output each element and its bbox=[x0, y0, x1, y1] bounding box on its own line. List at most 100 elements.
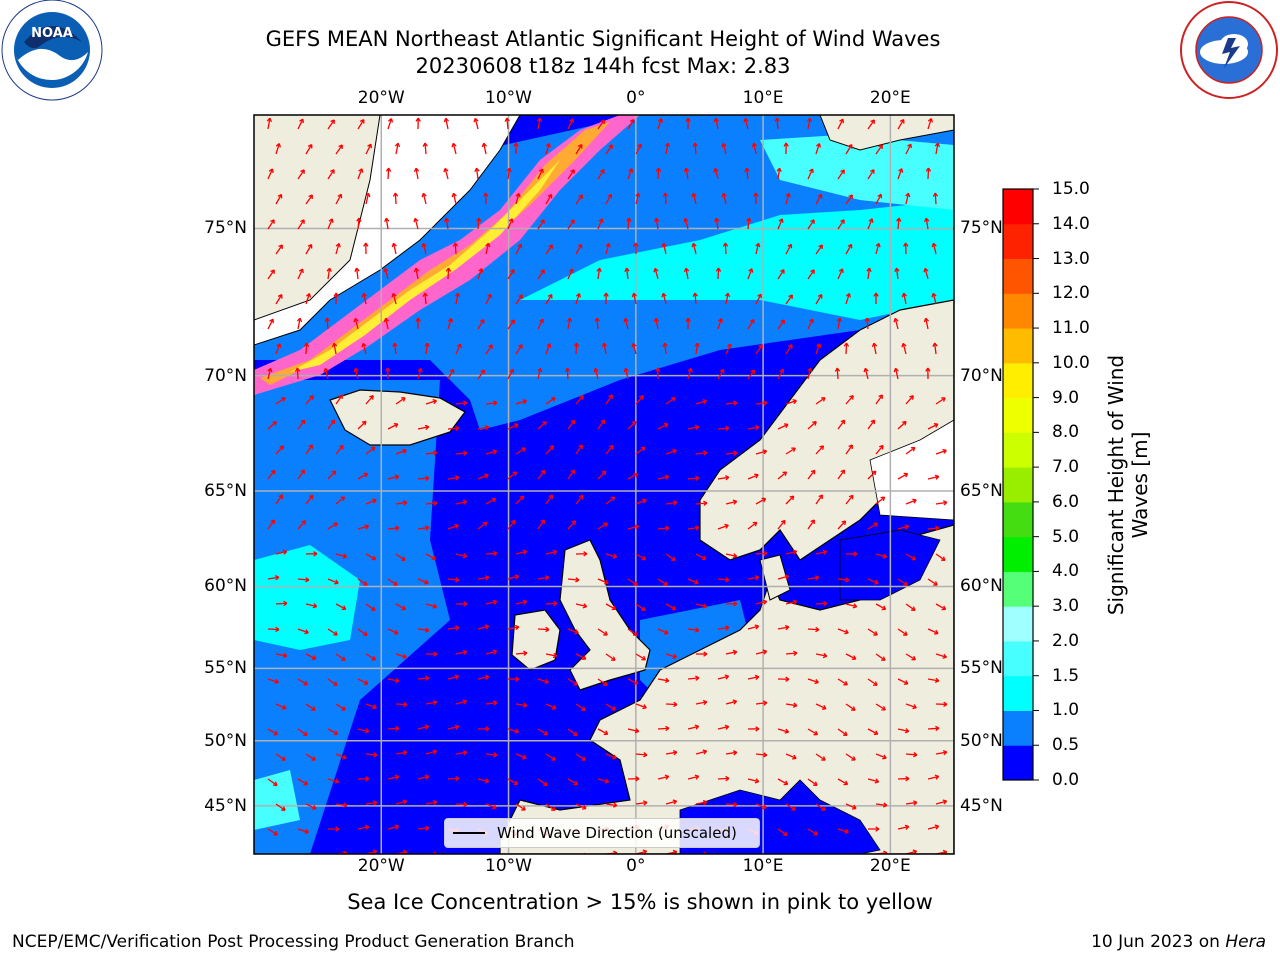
wave-direction-arrow bbox=[662, 342, 668, 355]
wave-band-high-southwest bbox=[254, 545, 360, 650]
wave-direction-arrow bbox=[357, 168, 364, 180]
wave-direction-arrow bbox=[485, 400, 498, 406]
wave-direction-arrow bbox=[275, 397, 286, 405]
wave-direction-arrow bbox=[323, 367, 329, 380]
wave-direction-arrow bbox=[901, 342, 907, 355]
wave-direction-arrow bbox=[361, 342, 367, 355]
wave-direction-arrow bbox=[575, 494, 584, 505]
wave-direction-arrow bbox=[537, 219, 545, 230]
wave-direction-arrow bbox=[901, 292, 907, 305]
wave-direction-arrow bbox=[845, 551, 858, 557]
wave-direction-arrow bbox=[837, 118, 844, 130]
wave-direction-arrow bbox=[815, 244, 823, 255]
wave-direction-arrow bbox=[365, 703, 377, 710]
wave-direction-arrow bbox=[333, 292, 339, 305]
wave-direction-arrow bbox=[266, 117, 273, 130]
wave-direction-arrow bbox=[713, 167, 719, 180]
wave-direction-arrow bbox=[653, 267, 659, 280]
wave-direction-arrow bbox=[417, 475, 430, 481]
wave-direction-arrow bbox=[717, 625, 730, 631]
wave-direction-arrow bbox=[837, 728, 848, 736]
wave-direction-arrow bbox=[485, 242, 491, 255]
wave-direction-arrow bbox=[635, 653, 646, 661]
wave-direction-arrow bbox=[485, 344, 493, 355]
wave-direction-arrow bbox=[935, 701, 948, 708]
wave-direction-arrow bbox=[905, 143, 912, 155]
wave-direction-arrow bbox=[481, 142, 487, 155]
wave-direction-arrow bbox=[687, 774, 700, 780]
wave-direction-arrow bbox=[605, 703, 616, 711]
wave-direction-arrow bbox=[356, 217, 362, 230]
wave-direction-arrow bbox=[515, 495, 525, 505]
wave-direction-arrow bbox=[275, 753, 286, 761]
wave-direction-arrow bbox=[335, 553, 348, 559]
wave-direction-arrow bbox=[297, 678, 308, 686]
wave-direction-arrow bbox=[747, 319, 755, 330]
wave-direction-arrow bbox=[836, 317, 843, 330]
wave-direction-arrow bbox=[477, 521, 488, 530]
wave-direction-arrow bbox=[445, 267, 452, 280]
colorbar-segment bbox=[1003, 640, 1033, 677]
wave-direction-arrow bbox=[421, 242, 427, 255]
wave-direction-arrow bbox=[455, 553, 468, 559]
wave-direction-arrow bbox=[573, 342, 580, 355]
wave-direction-arrow bbox=[447, 523, 459, 530]
wave-direction-arrow bbox=[867, 419, 876, 430]
wave-direction-arrow bbox=[815, 494, 824, 505]
wave-direction-arrow bbox=[631, 292, 637, 305]
wave-direction-arrow bbox=[725, 400, 738, 406]
wave-direction-arrow bbox=[815, 143, 822, 155]
wave-direction-arrow bbox=[683, 167, 690, 180]
wave-direction-arrow bbox=[746, 217, 752, 230]
wave-direction-arrow bbox=[747, 674, 760, 681]
wave-direction-arrow bbox=[685, 117, 691, 130]
wave-direction-arrow bbox=[515, 294, 523, 305]
wave-direction-arrow bbox=[365, 192, 371, 205]
wave-direction-arrow bbox=[724, 292, 731, 305]
wave-direction-arrow bbox=[567, 628, 579, 635]
wave-direction-arrow bbox=[455, 343, 462, 355]
wave-direction-arrow bbox=[755, 550, 768, 557]
wave-direction-arrow bbox=[515, 399, 527, 405]
wave-direction-arrow bbox=[807, 367, 813, 380]
wave-direction-arrow bbox=[695, 399, 707, 405]
wave-direction-arrow bbox=[305, 143, 313, 155]
wave-direction-arrow bbox=[717, 523, 729, 530]
wave-direction-arrow bbox=[537, 626, 550, 633]
wave-direction-arrow bbox=[927, 474, 940, 480]
wave-direction-arrow bbox=[545, 445, 555, 455]
wave-direction-arrow bbox=[635, 603, 646, 611]
wave-direction-arrow bbox=[661, 242, 667, 255]
wave-direction-arrow bbox=[687, 367, 693, 380]
wave-direction-arrow bbox=[755, 242, 761, 255]
wave-direction-arrow bbox=[297, 577, 310, 583]
wave-direction-arrow bbox=[603, 292, 609, 305]
wave-direction-arrow bbox=[335, 144, 343, 155]
wave-direction-arrow bbox=[931, 242, 937, 255]
wave-direction-arrow bbox=[395, 799, 408, 805]
wave-direction-arrow bbox=[267, 678, 279, 684]
wave-direction-arrow bbox=[275, 294, 283, 305]
wave-direction-arrow bbox=[443, 167, 449, 180]
wave-direction-arrow bbox=[897, 420, 907, 430]
wave-direction-arrow bbox=[545, 549, 558, 555]
wave-direction-arrow bbox=[395, 553, 406, 561]
wave-direction-arrow bbox=[935, 448, 947, 455]
wave-direction-arrow bbox=[477, 674, 490, 680]
wave-direction-arrow bbox=[863, 367, 869, 380]
wave-direction-arrow bbox=[695, 450, 708, 456]
wave-direction-arrow bbox=[927, 774, 940, 780]
colorbar-segment bbox=[1003, 571, 1033, 607]
wave-direction-arrow bbox=[661, 292, 667, 305]
wave-direction-arrow bbox=[545, 343, 552, 355]
wave-direction-arrow bbox=[687, 675, 700, 681]
wave-direction-arrow bbox=[515, 803, 526, 811]
wave-direction-arrow bbox=[305, 194, 313, 205]
wave-direction-arrow bbox=[395, 500, 408, 506]
wave-direction-arrow bbox=[747, 778, 760, 784]
wave-direction-arrow bbox=[755, 599, 768, 605]
wave-direction-arrow bbox=[725, 750, 738, 756]
wave-direction-arrow bbox=[605, 242, 611, 255]
wave-direction-arrow bbox=[664, 142, 671, 155]
